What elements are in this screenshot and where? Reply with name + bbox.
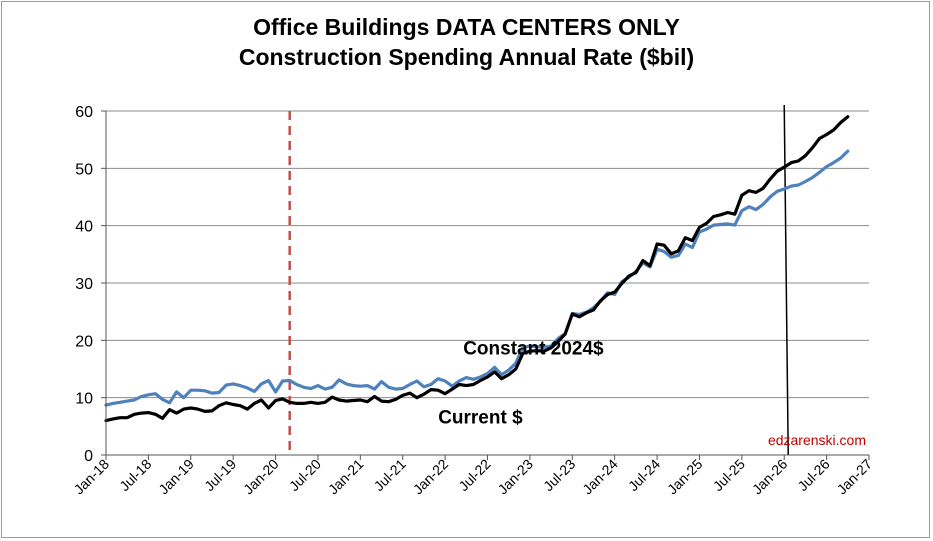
axes <box>101 110 870 460</box>
y-tick-label: 50 <box>75 161 93 178</box>
x-tick-label: Jan-24 <box>579 456 621 498</box>
chart-title-line1: Office Buildings DATA CENTERS ONLY <box>253 14 680 40</box>
series-line-current <box>104 115 850 423</box>
x-tick-label: Jul-25 <box>710 456 748 494</box>
x-tick-label: Jul-26 <box>794 456 832 494</box>
chart-title-line2: Construction Spending Annual Rate ($bil) <box>238 44 695 70</box>
solid-marker-line <box>783 104 789 456</box>
x-tick-label: Jan-26 <box>749 456 791 498</box>
x-tick-label: Jul-20 <box>286 456 324 494</box>
x-tick-label: Jan-25 <box>664 456 706 498</box>
y-tick-label: 60 <box>75 104 93 121</box>
y-tick-label: 30 <box>75 276 93 293</box>
series-lines <box>104 115 850 423</box>
y-tick-label: 40 <box>75 219 93 236</box>
x-tick-label: Jul-23 <box>540 456 578 494</box>
y-tick-label: 10 <box>75 391 93 408</box>
x-tick-label: Jul-21 <box>371 456 409 494</box>
x-tick-label: Jan-23 <box>494 456 536 498</box>
x-tick-label: Jul-22 <box>455 456 493 494</box>
x-tick-label: Jul-24 <box>625 456 663 494</box>
x-tick-label: Jan-20 <box>240 456 282 498</box>
annotation-current: Current $ <box>438 407 523 428</box>
vertical-markers <box>288 104 789 456</box>
gridlines <box>106 110 869 399</box>
x-tick-label: Jan-19 <box>155 456 197 498</box>
series-line-constant-2024 <box>104 149 850 407</box>
y-tick-label: 0 <box>84 448 93 465</box>
chart-title: Office Buildings DATA CENTERS ONLY Const… <box>0 12 933 72</box>
annotation-constant-2024: Constant 2024$ <box>463 339 604 360</box>
x-tick-label: Jul-18 <box>116 456 154 494</box>
x-tick-label: Jan-21 <box>325 456 367 498</box>
x-tick-label: Jan-22 <box>410 456 452 498</box>
credit-watermark: edzarenski.com <box>768 432 866 448</box>
y-tick-label: 20 <box>75 333 93 350</box>
annotations: Constant 2024$ Current $ edzarenski.com <box>438 339 866 448</box>
x-tick-label: Jul-19 <box>201 456 239 494</box>
x-tick-label: Jan-27 <box>834 456 876 498</box>
